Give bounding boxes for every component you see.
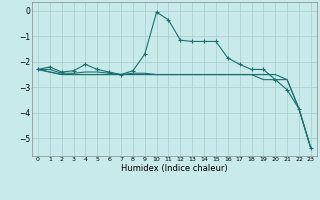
- X-axis label: Humidex (Indice chaleur): Humidex (Indice chaleur): [121, 164, 228, 173]
